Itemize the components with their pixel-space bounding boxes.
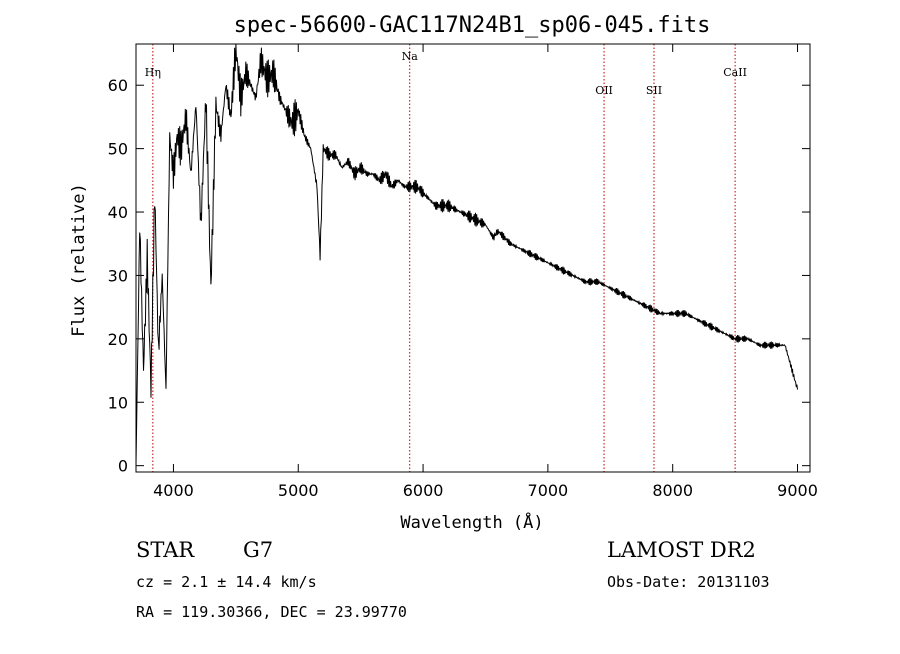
axis-ticks: 4000 5000 6000 7000 8000 9000 0 10 20 30 40 50 60 <box>108 44 818 500</box>
y-tick-label: 50 <box>108 140 128 159</box>
survey-name: LAMOST DR2 <box>607 538 756 562</box>
y-tick-label: 20 <box>108 330 128 349</box>
coordinates-text: RA = 119.30366, DEC = 23.99770 <box>136 603 407 621</box>
line-marker-label: CaII <box>723 66 747 79</box>
object-type: STAR <box>136 538 195 562</box>
y-tick-label: 0 <box>118 457 128 476</box>
y-tick-label: 10 <box>108 393 128 412</box>
obs-date-text: Obs-Date: 20131103 <box>607 573 770 591</box>
object-subclass: G7 <box>243 538 274 562</box>
x-tick-label: 8000 <box>652 481 693 500</box>
line-marker-label: SII <box>646 84 662 97</box>
redshift-text: cz = 2.1 ± 14.4 km/s <box>136 573 317 591</box>
series-layer <box>135 43 798 464</box>
line-marker-label: Na <box>402 50 419 63</box>
x-tick-label: 7000 <box>528 481 569 500</box>
x-tick-label: 6000 <box>403 481 444 500</box>
x-tick-label: 4000 <box>153 481 194 500</box>
y-tick-label: 60 <box>108 76 128 95</box>
spectrum-line <box>135 43 798 464</box>
y-tick-label: 30 <box>108 266 128 285</box>
line-markers: Hη Na OII SII CaII <box>145 44 747 472</box>
y-axis-label: Flux (relative) <box>69 183 89 337</box>
x-tick-label: 5000 <box>278 481 319 500</box>
plot-frame <box>135 43 811 473</box>
x-axis-label: Wavelength (Å) <box>400 511 543 533</box>
y-tick-label: 40 <box>108 203 128 222</box>
x-tick-label: 9000 <box>777 481 818 500</box>
line-marker-label: OII <box>595 84 613 97</box>
chart-title: spec-56600-GAC117N24B1_sp06-045.fits <box>234 13 711 38</box>
line-marker-label: Hη <box>145 66 161 79</box>
